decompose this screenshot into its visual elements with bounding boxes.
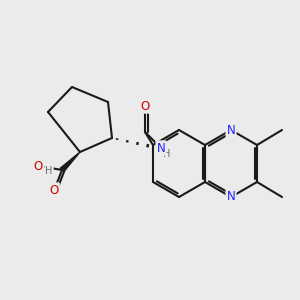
Polygon shape bbox=[60, 152, 80, 172]
Text: N: N bbox=[226, 190, 236, 203]
Text: O: O bbox=[140, 100, 150, 112]
Text: O: O bbox=[50, 184, 58, 196]
Text: O: O bbox=[33, 160, 43, 173]
Text: H: H bbox=[163, 149, 171, 159]
Text: N: N bbox=[157, 142, 165, 154]
Text: H: H bbox=[45, 166, 53, 176]
Text: N: N bbox=[226, 124, 236, 136]
